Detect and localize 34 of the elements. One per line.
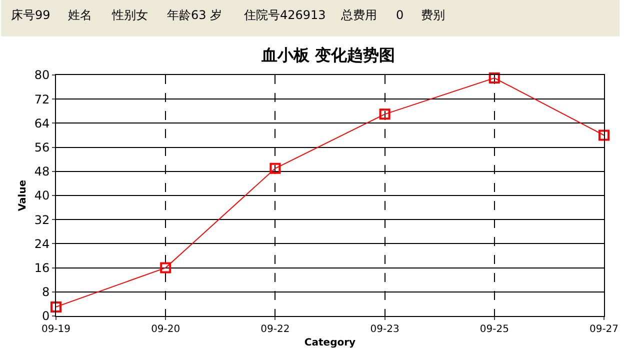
- y-tick-label: 24: [34, 236, 50, 251]
- x-tick-label: 09-19: [41, 324, 71, 335]
- x-tick-label: 09-27: [589, 324, 619, 335]
- text: 姓名: [68, 8, 92, 22]
- y-tick-label: 80: [34, 68, 50, 82]
- point: [160, 262, 172, 274]
- y-tick-label: 56: [34, 140, 50, 154]
- y-tick-label: 0: [42, 309, 50, 324]
- text: 年龄63 岁: [167, 8, 222, 22]
- y-tick-label: 64: [34, 116, 50, 130]
- text: 住院号426913: [243, 8, 326, 22]
- point: [598, 130, 610, 141]
- text: 总费用: [340, 8, 377, 22]
- point: [488, 72, 500, 84]
- point: [270, 162, 281, 174]
- text: 费别: [421, 8, 445, 22]
- text: 0: [396, 8, 404, 22]
- point: [379, 108, 390, 120]
- y-tick-label: 8: [42, 285, 50, 300]
- x-tick-label: 09-23: [370, 324, 400, 335]
- text: 性别女: [111, 8, 148, 22]
- point: [50, 301, 62, 312]
- text: 床号99: [11, 8, 50, 22]
- chart-title: 血小板 变化趋势图: [260, 46, 395, 65]
- x-tick-label: 09-22: [260, 324, 290, 335]
- x-tick-label: 09-20: [151, 324, 180, 335]
- y-tick-label: 16: [34, 261, 50, 275]
- x-axis-title: Category: [304, 338, 356, 348]
- x-tick-label: 09-25: [480, 324, 509, 335]
- y-tick-label: 40: [34, 188, 50, 203]
- y-tick-label: 48: [34, 164, 50, 179]
- y-tick-label: 72: [34, 92, 50, 106]
- y-axis-title: Value: [17, 180, 28, 212]
- y-tick-label: 32: [34, 212, 50, 227]
